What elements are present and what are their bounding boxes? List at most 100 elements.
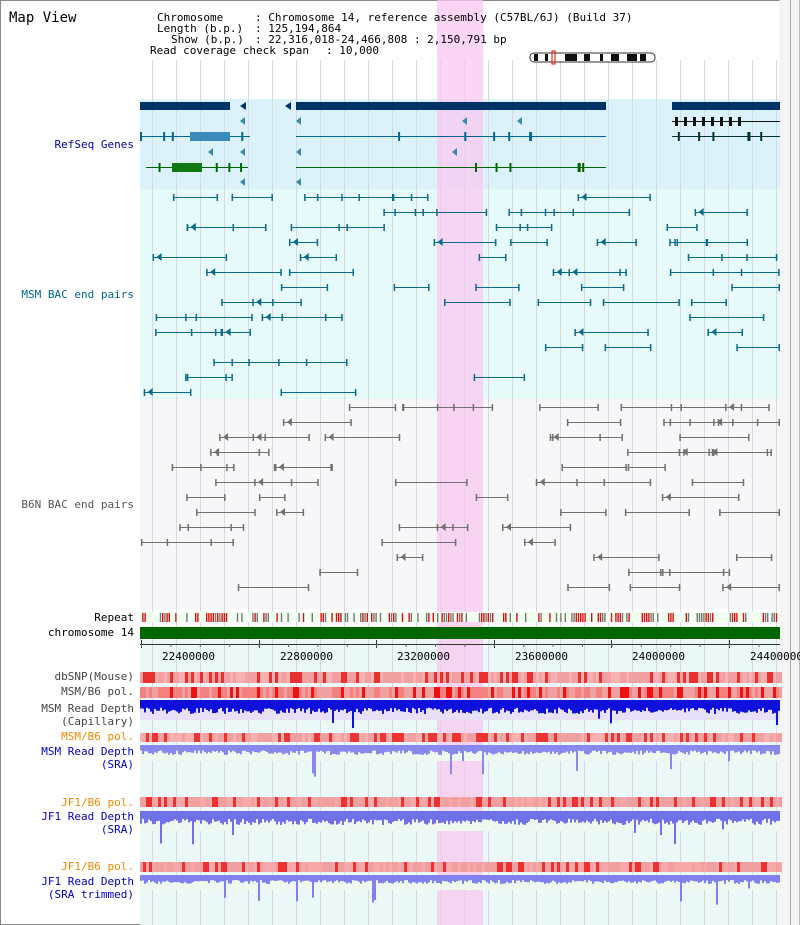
track-label-msm-bac[interactable]: MSM BAC end pairs (21, 288, 134, 301)
polymorphism-cell (308, 797, 311, 807)
track-label-msm-depth-capillary[interactable]: MSM Read Depth (41, 702, 134, 715)
track-label-jf1-depth[interactable]: JF1 Read Depth (41, 810, 134, 823)
repeat-mark (742, 613, 745, 622)
track-label-jf1-pol-2[interactable]: JF1/B6 pol. (61, 860, 134, 873)
polymorphism-cell (623, 862, 626, 872)
msm-sra-depth-bar (654, 745, 656, 754)
polymorphism-cell (764, 797, 767, 807)
msm-capillary-depth-bar (402, 700, 404, 712)
repeat-mark (465, 613, 467, 622)
jf1-trimmed-depth-bar (266, 875, 268, 884)
jf1-trimmed-depth-bar (506, 875, 508, 882)
msm-capillary-depth-bar (280, 700, 282, 711)
track-label-jf1-depth-trimmed[interactable]: JF1 Read Depth (41, 875, 134, 888)
b6n-bac-pair-end (778, 509, 780, 516)
msm-capillary-depth-bar (496, 700, 498, 712)
polymorphism-cell (500, 733, 503, 742)
jf1-trimmed-depth-bar (612, 875, 614, 884)
polymorphism-cell (515, 672, 518, 683)
jf1-sra-depth-bar (434, 811, 436, 824)
polymorphism-cell (659, 687, 662, 698)
polymorphism-cell (695, 797, 698, 807)
jf1-trimmed-depth-bar (514, 875, 516, 884)
repeat-mark (175, 613, 177, 622)
msm-capillary-depth-bar (720, 700, 722, 709)
msm-bac-pair-arrow (225, 328, 231, 336)
polymorphism-cell (497, 862, 500, 872)
polymorphism-cell (422, 687, 425, 698)
polymorphism-cell (194, 797, 197, 807)
polymorphism-cell (617, 672, 620, 683)
msm-capillary-depth-bar (372, 700, 374, 712)
jf1-trimmed-depth-bar (410, 875, 412, 884)
jf1-trimmed-depth-bar (574, 875, 576, 882)
msm-sra-depth-bar (664, 745, 666, 753)
polymorphism-cell (371, 672, 374, 683)
jf1-sra-depth-bar (630, 811, 632, 822)
track-label-jf1-pol[interactable]: JF1/B6 pol. (61, 796, 134, 809)
b6n-bac-pair-end (625, 464, 627, 471)
repeat-mark (335, 613, 338, 622)
polymorphism-cell (230, 672, 233, 683)
jf1-sra-depth-bar (202, 811, 204, 820)
polymorphism-cell (707, 733, 710, 742)
polymorphism-cell (185, 672, 188, 683)
track-label-msm-depth-sra[interactable]: MSM Read Depth (41, 745, 134, 758)
polymorphism-cell (338, 672, 341, 683)
track-label-chromosome[interactable]: chromosome 14 (47, 626, 134, 639)
polymorphism-cell (221, 733, 224, 742)
polymorphism-cell (218, 797, 221, 807)
polymorphism-cell (515, 797, 518, 807)
polymorphism-cell (317, 733, 320, 742)
polymorphism-cell (707, 797, 710, 807)
polymorphism-cell (545, 733, 548, 742)
jf1-sra-depth-bar (594, 811, 596, 819)
polymorphism-cell (593, 672, 596, 683)
jf1-trimmed-depth-bar (450, 875, 452, 884)
jf1-sra-depth-bar (222, 811, 224, 825)
msm-bac-pair-end (647, 329, 649, 336)
msm-bac-pair-end (478, 254, 481, 261)
repeat-mark (236, 613, 239, 622)
polymorphism-cell (428, 797, 431, 807)
msm-bac-pair-end (290, 224, 293, 231)
msm-capillary-depth-bar (148, 700, 150, 709)
track-label-msm-b6-pol-2[interactable]: MSM/B6 pol. (61, 730, 134, 743)
jf1-trimmed-depth-bar (534, 875, 536, 883)
polymorphism-cell (419, 672, 422, 683)
jf1-trimmed-depth-bar (150, 875, 152, 883)
msm-capillary-depth-bar (324, 700, 326, 714)
msm-bac-pair-end (509, 299, 511, 306)
jf1-trimmed-depth-bar (420, 875, 422, 883)
msm-capillary-depth-bar (180, 700, 182, 712)
polymorphism-cell (269, 672, 272, 683)
track-label-b6n-bac[interactable]: B6N BAC end pairs (21, 498, 134, 511)
polymorphism-cell (173, 687, 176, 698)
polymorphism-cell (479, 733, 482, 742)
msm-sra-depth-bar (724, 745, 726, 755)
polymorphism-cell (395, 797, 398, 807)
polymorphism-cell (422, 672, 425, 683)
track-label-repeat[interactable]: Repeat (94, 611, 134, 624)
track-label-dbsnp[interactable]: dbSNP(Mouse) (54, 670, 134, 683)
track-label-refseq[interactable]: RefSeq Genes (54, 138, 134, 151)
jf1-sra-depth-bar (440, 811, 442, 823)
polymorphism-cell (221, 862, 224, 872)
repeat-mark (168, 613, 170, 622)
polymorphism-cell (311, 672, 314, 683)
polymorphism-cell (437, 672, 440, 683)
jf1-sra-depth-bar (372, 811, 374, 825)
polymorphism-cell (509, 733, 512, 742)
polymorphism-cell (578, 797, 581, 807)
msm-sra-depth-bar (148, 745, 150, 754)
msm-capillary-depth-bar (356, 700, 358, 709)
msm-sra-depth-bar (444, 745, 446, 752)
track-label-msm-b6-pol[interactable]: MSM/B6 pol. (61, 685, 134, 698)
polymorphism-cell (362, 672, 365, 683)
msm-sra-depth-bar (744, 745, 746, 751)
b6n-bac-pair-end (166, 539, 169, 546)
jf1-sra-depth-bar (714, 811, 716, 822)
msm-capillary-depth-bar (168, 700, 170, 712)
polymorphism-cell (440, 733, 443, 742)
